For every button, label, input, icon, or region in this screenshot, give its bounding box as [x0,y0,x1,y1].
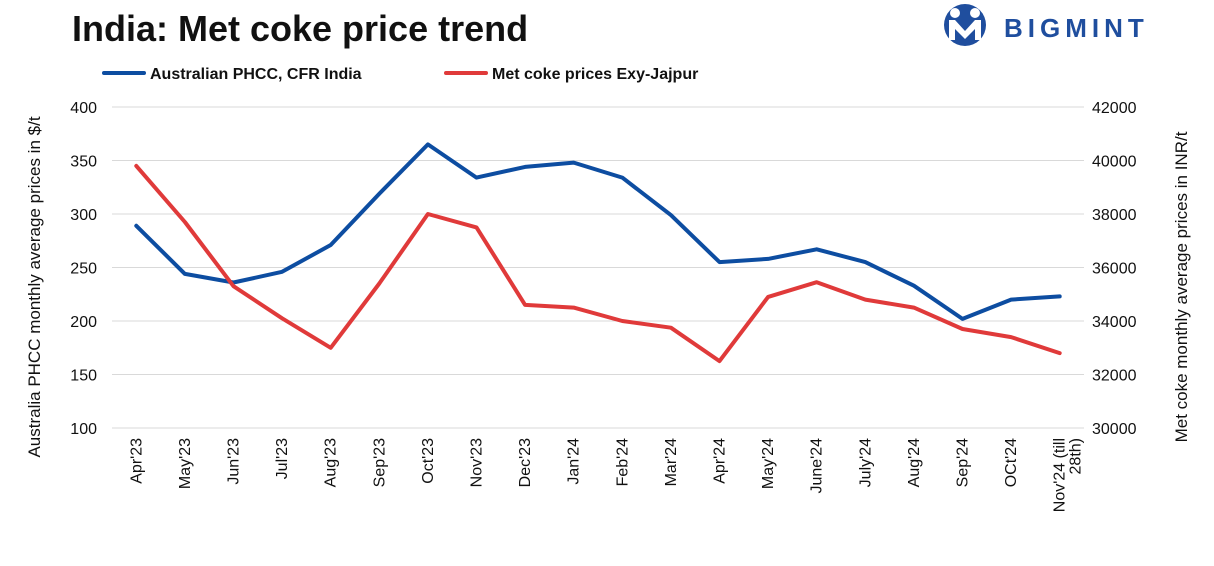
x-tick-label: Aug'23 [323,438,340,487]
right-tick-label: 40000 [1092,154,1137,171]
x-tick-label: Jul'23 [274,438,291,479]
left-tick-label: 250 [70,261,97,278]
x-tick-label: May'24 [760,438,777,489]
bigmint-logo-icon [944,4,986,46]
x-tick-label: Apr'23 [128,438,145,484]
brand-name: BIGMINT [1004,13,1149,43]
x-tick-label: May'23 [177,438,194,489]
x-tick-label: Sep'23 [371,438,388,487]
right-axis-title: Met coke monthly average prices in INR/t [1172,131,1191,442]
gridlines [112,106,1084,429]
x-tick-label: June'24 [809,438,826,494]
x-tick-label: Jun'23 [226,438,243,485]
right-tick-label: 34000 [1092,314,1137,331]
right-tick-label: 38000 [1092,207,1137,224]
x-tick-label: Oct'23 [420,438,437,484]
x-tick-label: Nov'24 (till28th) [1052,438,1085,512]
legend: Australian PHCC, CFR India Met coke price… [102,66,698,83]
series-lines [134,142,1062,364]
series-line-2 [134,163,1062,364]
left-tick-label: 150 [70,368,97,385]
right-axis-ticks: 30000 32000 34000 36000 38000 40000 42000 [1092,100,1137,438]
x-tick-label: Sep'24 [955,438,972,487]
legend-label-1: Australian PHCC, CFR India [150,66,362,83]
x-tick-label: Apr'24 [712,438,729,484]
left-axis-title: Australia PHCC monthly average prices in… [25,116,44,457]
right-tick-label: 42000 [1092,100,1137,117]
x-tick-label: Jan'24 [566,438,583,485]
left-tick-label: 200 [70,314,97,331]
left-tick-label: 100 [70,421,97,438]
x-tick-label: Aug'24 [906,438,923,487]
chart-title: India: Met coke price trend [72,8,528,49]
series-line-1 [134,142,1062,321]
x-tick-label: Dec'23 [517,438,534,487]
x-tick-label: Nov'23 [469,438,486,487]
left-tick-label: 350 [70,154,97,171]
x-tick-label: OCt'24 [1003,438,1020,487]
right-tick-label: 36000 [1092,261,1137,278]
x-tick-label: July'24 [857,438,874,487]
brand-logo: BIGMINT [944,4,1149,46]
right-tick-label: 30000 [1092,421,1137,438]
left-tick-label: 400 [70,100,97,117]
right-tick-label: 32000 [1092,368,1137,385]
x-tick-label: Mar'24 [663,438,680,487]
legend-label-2: Met coke prices Exy-Jajpur [492,66,698,83]
x-axis-ticks: Apr'23 May'23 Jun'23 Jul'23 Aug'23 Sep'23 Oct'… [128,438,1084,512]
x-tick-label: Feb'24 [614,438,631,487]
left-axis-ticks: 100 150 200 250 300 350 400 [70,100,97,438]
left-tick-label: 300 [70,207,97,224]
